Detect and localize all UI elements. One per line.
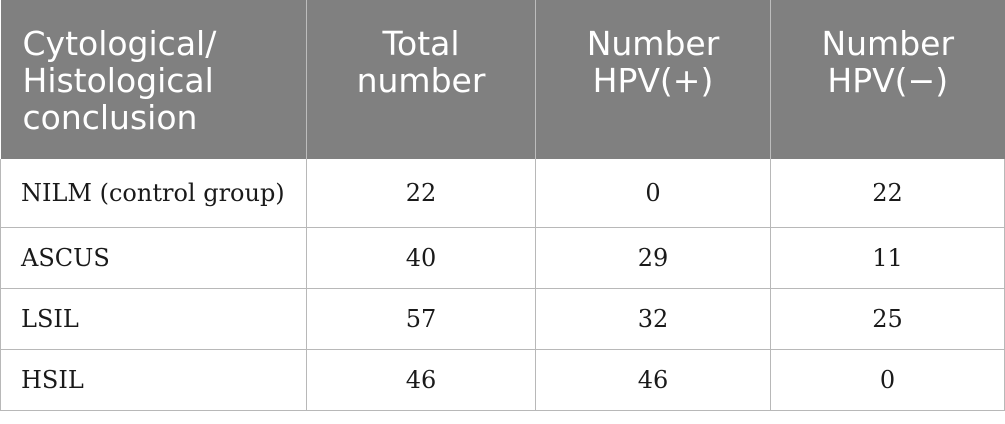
hpv-results-table-container: Cytological/ Histological conclusion Tot… bbox=[0, 0, 1005, 411]
cell-hpv-negative: 11 bbox=[770, 227, 1005, 289]
header-conclusion: Cytological/ Histological conclusion bbox=[0, 0, 307, 159]
table-body: NILM (control group) 22 0 22 ASCUS 40 29… bbox=[0, 159, 1005, 411]
header-conclusion-line-2: Histological bbox=[22, 61, 214, 100]
header-total-number: Total number bbox=[306, 0, 536, 159]
cell-total-number: 22 bbox=[306, 159, 536, 228]
header-total-line-1: Total bbox=[382, 24, 460, 63]
header-total-line-2: number bbox=[356, 61, 486, 100]
cell-hpv-negative: 25 bbox=[770, 288, 1005, 350]
cell-hpv-positive: 46 bbox=[535, 349, 771, 411]
cell-conclusion: NILM (control group) bbox=[0, 159, 307, 228]
header-hpv-positive-line-1: Number bbox=[586, 24, 720, 63]
cell-total-number: 46 bbox=[306, 349, 536, 411]
cell-hpv-positive: 0 bbox=[535, 159, 771, 228]
header-conclusion-line-1: Cytological/ bbox=[22, 24, 217, 63]
table-row: ASCUS 40 29 11 bbox=[0, 227, 1005, 289]
cell-total-number: 57 bbox=[306, 288, 536, 350]
header-hpv-positive-line-2: HPV(+) bbox=[592, 61, 714, 100]
table-row: LSIL 57 32 25 bbox=[0, 288, 1005, 350]
cell-hpv-positive: 29 bbox=[535, 227, 771, 289]
header-row: Cytological/ Histological conclusion Tot… bbox=[0, 0, 1005, 159]
header-conclusion-line-3: conclusion bbox=[22, 98, 198, 137]
cell-total-number: 40 bbox=[306, 227, 536, 289]
cell-hpv-negative: 22 bbox=[770, 159, 1005, 228]
table-header: Cytological/ Histological conclusion Tot… bbox=[0, 0, 1005, 159]
hpv-results-table: Cytological/ Histological conclusion Tot… bbox=[0, 0, 1005, 411]
cell-conclusion: ASCUS bbox=[0, 227, 307, 289]
header-number-hpv-negative: Number HPV(−) bbox=[770, 0, 1005, 159]
cell-hpv-negative: 0 bbox=[770, 349, 1005, 411]
table-row: NILM (control group) 22 0 22 bbox=[0, 159, 1005, 228]
cell-conclusion: LSIL bbox=[0, 288, 307, 350]
header-hpv-negative-line-1: Number bbox=[821, 24, 955, 63]
header-hpv-negative-line-2: HPV(−) bbox=[827, 61, 949, 100]
header-number-hpv-positive: Number HPV(+) bbox=[535, 0, 771, 159]
table-row: HSIL 46 46 0 bbox=[0, 349, 1005, 411]
cell-conclusion: HSIL bbox=[0, 349, 307, 411]
cell-hpv-positive: 32 bbox=[535, 288, 771, 350]
